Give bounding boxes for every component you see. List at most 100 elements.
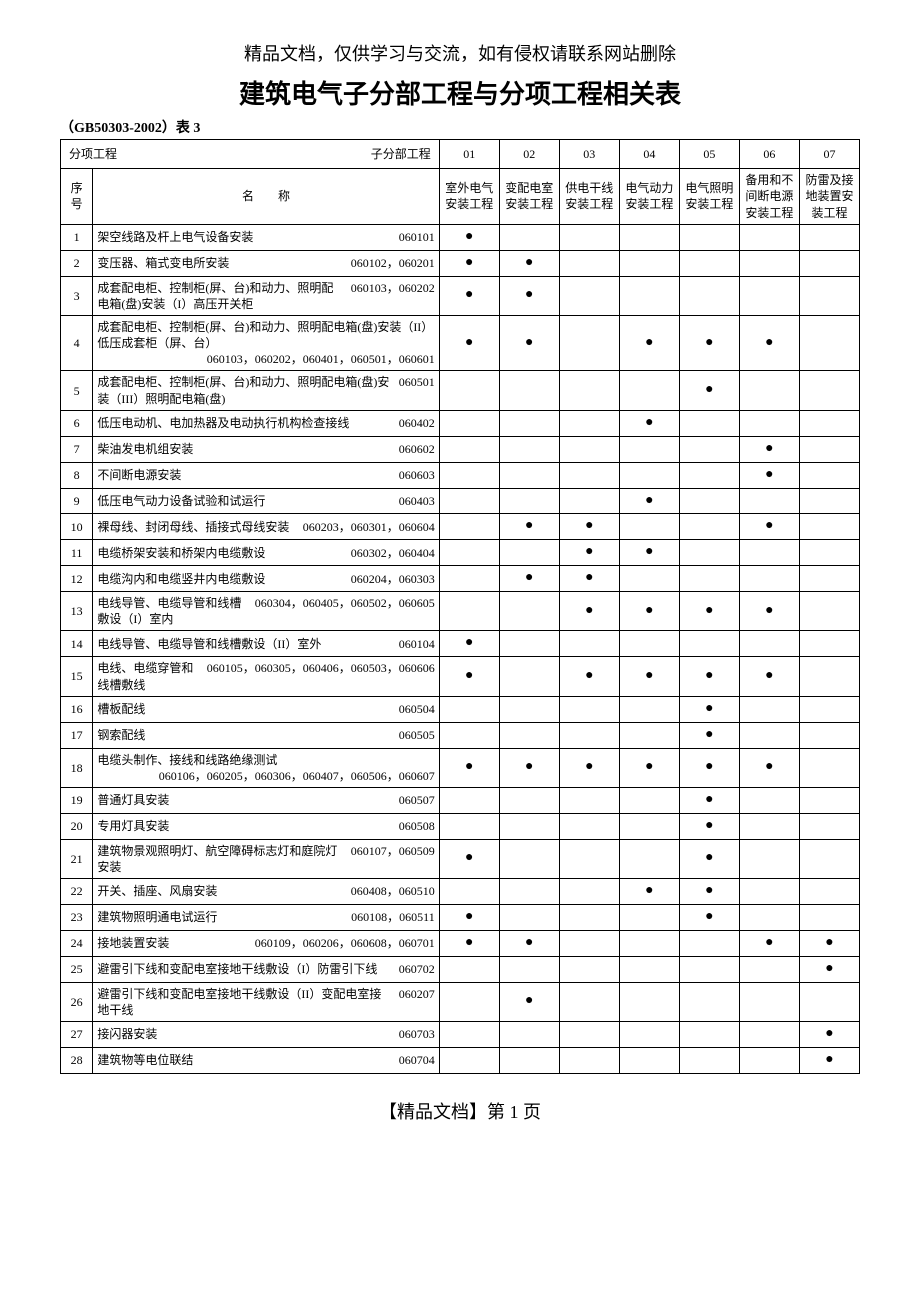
header-note: 精品文档，仅供学习与交流，如有侵权请联系网站删除 xyxy=(60,40,860,66)
standard-ref: （GB50303-2002）表 3 xyxy=(60,117,860,137)
mark-cell: ● xyxy=(499,514,559,540)
row-code: 060107，060509 xyxy=(351,843,435,875)
row-seq: 15 xyxy=(61,657,93,696)
mark-cell xyxy=(799,566,859,592)
row-code: 060207 xyxy=(399,986,435,1018)
mark-cell: ● xyxy=(439,839,499,878)
mark-cell: ● xyxy=(799,1021,859,1047)
mark-cell xyxy=(739,224,799,250)
corner-right-label: 子分部工程 xyxy=(371,146,431,162)
row-name-text: 专用灯具安装 xyxy=(97,818,392,834)
table-row: 7柴油发电机组安装060602● xyxy=(61,436,860,462)
row-name-text: 电缆沟内和电缆竖井内电缆敷设 xyxy=(97,571,344,587)
table-row: 26避雷引下线和变配电室接地干线敷设（II）变配电室接地干线060207● xyxy=(61,982,860,1021)
row-seq: 1 xyxy=(61,224,93,250)
mark-cell: ● xyxy=(739,657,799,696)
row-name: 电线、电缆穿管和线槽敷线060105，060305，060406，060503，… xyxy=(93,657,439,696)
mark-cell xyxy=(679,540,739,566)
correlation-table: 分项工程子分部工程01020304050607序号名 称室外电气安装工程变配电室… xyxy=(60,139,860,1074)
mark-cell xyxy=(799,371,859,410)
row-code: 060104 xyxy=(399,636,435,652)
mark-cell: ● xyxy=(679,879,739,905)
row-code: 060403 xyxy=(399,493,435,509)
mark-cell xyxy=(739,566,799,592)
mark-cell xyxy=(799,787,859,813)
mark-cell xyxy=(619,224,679,250)
table-row: 28建筑物等电位联结060704● xyxy=(61,1047,860,1073)
row-code: 060109，060206，060608，060701 xyxy=(255,935,435,951)
mark-cell: ● xyxy=(619,879,679,905)
mark-cell: ● xyxy=(619,488,679,514)
mark-cell xyxy=(499,462,559,488)
mark-cell xyxy=(439,956,499,982)
table-row: 18电缆头制作、接线和线路绝缘测试060106，060205，060306，06… xyxy=(61,748,860,787)
page-title: 建筑电气子分部工程与分项工程相关表 xyxy=(60,74,860,111)
row-name: 电线导管、电缆导管和线槽敷设（II）室外 060104 xyxy=(93,631,439,657)
mark-cell xyxy=(439,371,499,410)
row-seq: 5 xyxy=(61,371,93,410)
row-code: 060703 xyxy=(399,1026,435,1042)
row-seq: 11 xyxy=(61,540,93,566)
mark-cell xyxy=(559,631,619,657)
mark-cell xyxy=(499,904,559,930)
row-seq: 12 xyxy=(61,566,93,592)
mark-cell xyxy=(559,462,619,488)
row-code: 060408，060510 xyxy=(351,883,435,899)
row-name: 开关、插座、风扇安装060408，060510 xyxy=(93,879,439,905)
mark-cell: ● xyxy=(559,748,619,787)
mark-cell: ● xyxy=(679,787,739,813)
mark-cell xyxy=(559,930,619,956)
mark-cell: ● xyxy=(799,956,859,982)
mark-cell xyxy=(799,592,859,631)
page-footer: 【精品文档】第 1 页 xyxy=(60,1098,860,1124)
row-name-text: 低压电动机、电加热器及电动执行机构检查接线 xyxy=(97,415,392,431)
mark-cell xyxy=(619,696,679,722)
mark-cell xyxy=(739,250,799,276)
mark-cell xyxy=(739,787,799,813)
mark-cell xyxy=(439,1021,499,1047)
mark-cell xyxy=(799,657,859,696)
mark-cell xyxy=(499,540,559,566)
row-name: 变压器、箱式变电所安装060102，060201 xyxy=(93,250,439,276)
mark-cell xyxy=(619,566,679,592)
mark-cell xyxy=(499,787,559,813)
mark-cell xyxy=(559,813,619,839)
mark-cell xyxy=(619,839,679,878)
table-row: 10裸母线、封闭母线、插接式母线安装060203，060301，060604●●… xyxy=(61,514,860,540)
row-seq: 19 xyxy=(61,787,93,813)
mark-cell xyxy=(799,315,859,371)
table-row: 12电缆沟内和电缆竖井内电缆敷设060204，060303●● xyxy=(61,566,860,592)
mark-cell xyxy=(619,250,679,276)
row-name-text: 柴油发电机组安装 xyxy=(97,441,392,457)
mark-cell: ● xyxy=(439,657,499,696)
mark-cell xyxy=(499,657,559,696)
mark-cell xyxy=(619,462,679,488)
row-name-text: 不间断电源安装 xyxy=(97,467,392,483)
col-label-1: 室外电气安装工程 xyxy=(439,169,499,225)
mark-cell xyxy=(499,813,559,839)
mark-cell xyxy=(439,410,499,436)
mark-cell xyxy=(499,488,559,514)
mark-cell: ● xyxy=(439,276,499,315)
table-row: 4成套配电柜、控制柜(屏、台)和动力、照明配电箱(盘)安装（II）低压成套柜（屏… xyxy=(61,315,860,371)
mark-cell xyxy=(679,956,739,982)
row-seq: 28 xyxy=(61,1047,93,1073)
mark-cell xyxy=(559,410,619,436)
row-seq: 22 xyxy=(61,879,93,905)
mark-cell xyxy=(499,592,559,631)
row-name-text: 建筑物景观照明灯、航空障碍标志灯和庭院灯安装 xyxy=(97,843,344,875)
mark-cell xyxy=(739,696,799,722)
mark-cell xyxy=(679,514,739,540)
row-seq: 3 xyxy=(61,276,93,315)
row-name-text: 普通灯具安装 xyxy=(97,792,392,808)
row-name-text: 电线导管、电缆导管和线槽敷设（II）室外 xyxy=(97,636,392,652)
table-row: 11电缆桥架安装和桥架内电缆敷设060302，060404●● xyxy=(61,540,860,566)
mark-cell xyxy=(619,276,679,315)
mark-cell: ● xyxy=(679,813,739,839)
mark-cell xyxy=(799,748,859,787)
row-seq: 6 xyxy=(61,410,93,436)
mark-cell xyxy=(559,904,619,930)
mark-cell xyxy=(499,696,559,722)
mark-cell xyxy=(439,436,499,462)
table-row: 15电线、电缆穿管和线槽敷线060105，060305，060406，06050… xyxy=(61,657,860,696)
